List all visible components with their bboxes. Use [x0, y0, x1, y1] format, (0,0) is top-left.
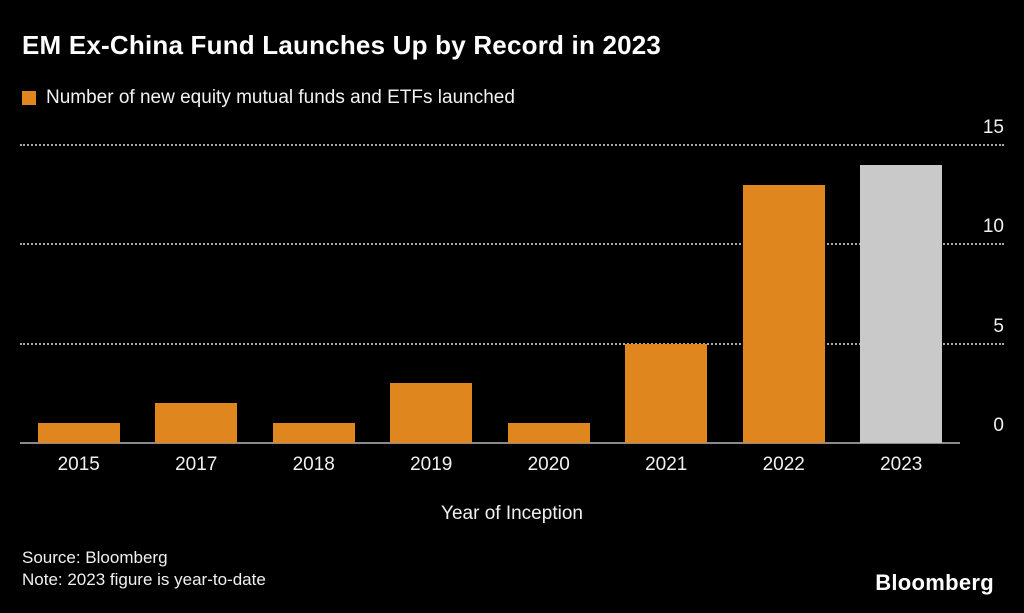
- grid-layer: 0 5 10 15: [20, 117, 1004, 444]
- bar-slot-2015: [20, 145, 138, 443]
- bar-slot-2020: [490, 145, 608, 443]
- x-tick-label-2023: 2023: [880, 454, 923, 475]
- legend-label: Number of new equity mutual funds and ET…: [46, 87, 515, 108]
- x-tick-label-2017: 2017: [175, 454, 218, 475]
- bloomberg-logo: Bloomberg: [875, 570, 994, 595]
- x-tick-label-2019: 2019: [410, 454, 453, 475]
- bar-2019: [390, 383, 473, 443]
- bar-2015: [37, 423, 120, 443]
- source-text: Source: Bloomberg: [22, 548, 168, 567]
- y-tick-label-0: 0: [993, 415, 1004, 436]
- bar-2020: [507, 423, 590, 443]
- bar-2023: [860, 164, 943, 443]
- note-text: Note: 2023 figure is year-to-date: [22, 570, 266, 590]
- bar-slot-2021: [608, 145, 726, 443]
- footer-notes: Source: Bloomberg Note: 2023 figure is y…: [22, 547, 266, 592]
- bar-slot-2019: [373, 145, 491, 443]
- chart-title: EM Ex-China Fund Launches Up by Record i…: [22, 30, 662, 60]
- y-tick-label-15: 15: [982, 117, 1004, 138]
- bar-slot-2017: [138, 145, 256, 443]
- bar-2017: [155, 403, 238, 443]
- x-axis-labels: 2015 2017 2018 2019 2020 2021 2022 2023: [20, 454, 960, 476]
- bar-slot-2018: [255, 145, 373, 443]
- y-tick-label-5: 5: [993, 315, 1004, 337]
- bar-2021: [625, 343, 708, 443]
- chart-area: 0 5 10 15: [20, 117, 1004, 444]
- bars-row: [20, 145, 960, 443]
- gridline-0: [20, 442, 960, 444]
- bar-2018: [272, 423, 355, 443]
- gridline-10: [20, 243, 1004, 246]
- legend: Number of new equity mutual funds and ET…: [22, 87, 515, 109]
- bar-slot-2023: [843, 145, 961, 443]
- gridline-15: [20, 144, 1004, 146]
- bar-2022: [742, 184, 825, 443]
- x-tick-label-2015: 2015: [57, 454, 100, 475]
- x-tick-label-2022: 2022: [762, 454, 805, 475]
- x-tick-label-2018: 2018: [292, 454, 335, 475]
- x-tick-label-2020: 2020: [527, 454, 570, 475]
- x-axis-title: Year of Inception: [441, 503, 583, 524]
- x-tick-label-2021: 2021: [645, 454, 688, 475]
- bar-slot-2022: [725, 145, 843, 443]
- legend-swatch-icon: [22, 91, 36, 105]
- gridline-5: [20, 342, 1004, 345]
- y-tick-label-10: 10: [982, 216, 1004, 238]
